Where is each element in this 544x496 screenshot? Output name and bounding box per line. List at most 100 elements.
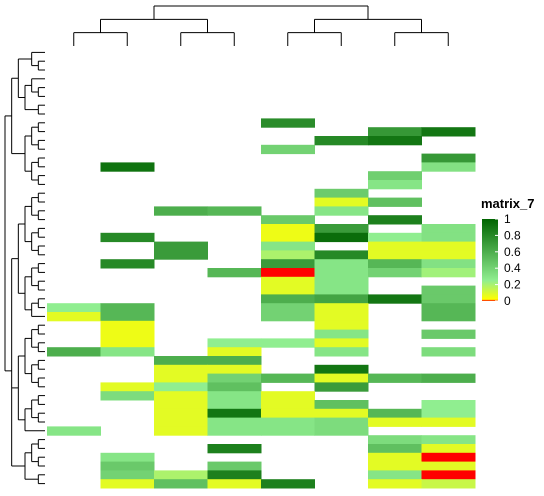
- heatmap-cell: [368, 408, 422, 419]
- heatmap-cell: [100, 259, 155, 269]
- heatmap-cell: [314, 400, 369, 410]
- legend-tick-label: 1: [504, 212, 511, 226]
- heatmap-cell: [261, 144, 315, 155]
- heatmap-cell: [421, 268, 476, 278]
- heatmap-cell: [154, 241, 208, 251]
- heatmap-cell: [154, 356, 208, 366]
- heatmap-cell: [421, 329, 476, 339]
- heatmap-cell: [261, 268, 315, 278]
- heatmap-cell: [100, 479, 155, 489]
- heatmap-cell: [207, 479, 262, 489]
- heatmap-cell: [154, 373, 208, 383]
- heatmap-cell: [368, 127, 422, 137]
- heatmap-cell: [207, 364, 262, 375]
- heatmap-cell: [47, 426, 101, 436]
- heatmap-cell: [207, 382, 262, 392]
- heatmap-cell: [421, 408, 476, 419]
- heatmap-cell: [368, 171, 422, 181]
- heatmap-cell: [261, 285, 315, 295]
- heatmap-cell: [421, 303, 476, 313]
- column-dendrogram: [73, 5, 449, 46]
- heatmap-cell: [368, 180, 422, 190]
- legend-tick-label: 0.6: [504, 245, 521, 259]
- heatmap-cell: [261, 338, 315, 348]
- heatmap-cell: [421, 461, 476, 471]
- heatmap-cell: [421, 479, 476, 489]
- heatmap-cell: [421, 250, 476, 260]
- heatmap-cell: [314, 250, 369, 260]
- heatmap-cell: [154, 479, 208, 489]
- heatmap-cell: [100, 470, 155, 480]
- heatmap-cell: [154, 391, 208, 401]
- heatmap-cell: [261, 232, 315, 243]
- heatmap-cell: [314, 206, 369, 216]
- heatmap-cell: [368, 373, 422, 383]
- heatmap-cell: [314, 312, 369, 322]
- heatmap-cell: [421, 417, 476, 427]
- heatmap-cell: [47, 347, 101, 357]
- heatmap-cell: [368, 232, 422, 243]
- heatmap-cell: [261, 373, 315, 383]
- heatmap-cell: [154, 382, 208, 392]
- heatmap-cell: [100, 452, 155, 463]
- heatmap-cell: [368, 197, 422, 207]
- heatmap-cell: [421, 285, 476, 295]
- heatmap-cell: [368, 294, 422, 304]
- heatmap-cell: [314, 224, 369, 234]
- heatmap-cell: [314, 329, 369, 339]
- heatmap-cell: [47, 303, 101, 313]
- heatmap-cell: [314, 373, 369, 383]
- heatmap-cell: [100, 232, 155, 243]
- heatmap-cell: [368, 417, 422, 427]
- heatmap-cell: [100, 338, 155, 348]
- heatmap-cell: [261, 294, 315, 304]
- heatmap-cell: [368, 250, 422, 260]
- heatmap-cell: [314, 197, 369, 207]
- heatmap-cell: [154, 408, 208, 419]
- heatmap-cell: [421, 373, 476, 383]
- heatmap-cell: [421, 435, 476, 445]
- heatmap-cell: [368, 268, 422, 278]
- legend-color-bar: [482, 219, 498, 301]
- heatmap-cell: [207, 470, 262, 480]
- heatmap-cell: [421, 162, 476, 172]
- row-dendrogram: [4, 51, 45, 485]
- heatmap-cell: [368, 136, 422, 146]
- heatmap-cell: [314, 268, 369, 278]
- heatmap-cell: [368, 259, 422, 269]
- legend-tick-label: 0.4: [504, 261, 521, 275]
- heatmap-cell: [314, 136, 369, 146]
- heatmap-cell: [314, 408, 369, 419]
- heatmap-cell: [154, 364, 208, 375]
- heatmap-cell: [154, 470, 208, 480]
- heatmap-cell: [100, 382, 155, 392]
- heatmap-cell: [421, 241, 476, 251]
- heatmap-cell: [261, 391, 315, 401]
- heatmap-cell: [100, 303, 155, 313]
- heatmap-cell: [261, 259, 315, 269]
- heatmap-cell: [154, 206, 208, 216]
- legend-tick-label: 0: [504, 294, 511, 308]
- heatmap-cell: [314, 188, 369, 199]
- heatmap-cell: [421, 470, 476, 480]
- heatmap-cell: [207, 373, 262, 383]
- heatmap-cell: [207, 408, 262, 419]
- heatmap-cell: [207, 206, 262, 216]
- heatmap-cell: [368, 470, 422, 480]
- heatmap-cell: [154, 250, 208, 260]
- heatmap-cell: [207, 461, 262, 471]
- heatmap-cell: [100, 329, 155, 339]
- legend-ticks: 1 0.8 0.6 0.4 0.2 0: [495, 212, 521, 308]
- heatmap-cell: [207, 338, 262, 348]
- heatmap-cell: [100, 461, 155, 471]
- heatmap-cell: [368, 215, 422, 225]
- heatmap-cell: [100, 391, 155, 401]
- heatmap-cell: [261, 426, 315, 436]
- heatmap-cell: [314, 285, 369, 295]
- heatmap-cell: [421, 312, 476, 322]
- heatmap-cell: [314, 232, 369, 243]
- heatmap-cell: [421, 127, 476, 137]
- heatmap-cell: [314, 320, 369, 331]
- heatmap-cell: [261, 408, 315, 419]
- heatmap-cell: [368, 435, 422, 445]
